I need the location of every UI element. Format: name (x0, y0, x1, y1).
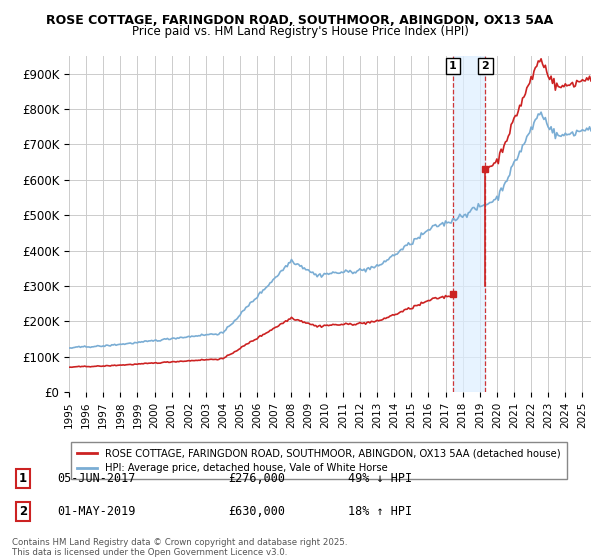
Text: 1: 1 (449, 61, 457, 71)
Text: Contains HM Land Registry data © Crown copyright and database right 2025.
This d: Contains HM Land Registry data © Crown c… (12, 538, 347, 557)
Text: Price paid vs. HM Land Registry's House Price Index (HPI): Price paid vs. HM Land Registry's House … (131, 25, 469, 38)
Text: 1: 1 (19, 472, 27, 486)
Text: 05-JUN-2017: 05-JUN-2017 (57, 472, 136, 486)
Text: 01-MAY-2019: 01-MAY-2019 (57, 505, 136, 518)
Text: 18% ↑ HPI: 18% ↑ HPI (348, 505, 412, 518)
Text: 2: 2 (19, 505, 27, 518)
Text: 49% ↓ HPI: 49% ↓ HPI (348, 472, 412, 486)
Text: £276,000: £276,000 (228, 472, 285, 486)
Text: £630,000: £630,000 (228, 505, 285, 518)
Text: 2: 2 (482, 61, 489, 71)
Legend: ROSE COTTAGE, FARINGDON ROAD, SOUTHMOOR, ABINGDON, OX13 5AA (detached house), HP: ROSE COTTAGE, FARINGDON ROAD, SOUTHMOOR,… (71, 442, 567, 479)
Text: ROSE COTTAGE, FARINGDON ROAD, SOUTHMOOR, ABINGDON, OX13 5AA: ROSE COTTAGE, FARINGDON ROAD, SOUTHMOOR,… (46, 14, 554, 27)
Bar (453, 56, 485, 392)
